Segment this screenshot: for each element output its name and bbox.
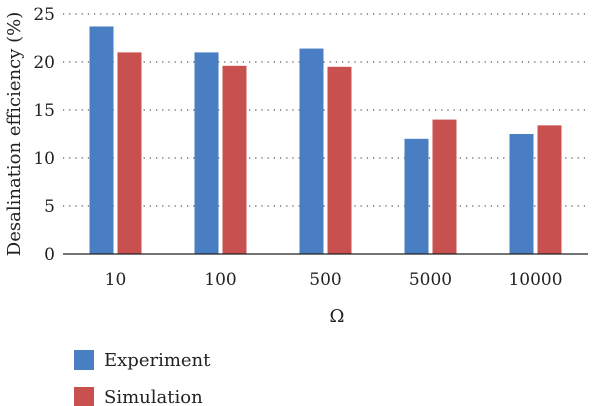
bar-simulation-500 (327, 66, 352, 254)
x-tick-label: 10000 (508, 270, 562, 290)
x-tick-label: 500 (309, 270, 341, 290)
x-tick-label: 10 (105, 270, 127, 290)
bar-simulation-10000 (537, 125, 562, 254)
y-axis-title: Desalination efficiency (%) (4, 12, 25, 256)
bar-simulation-100 (222, 65, 247, 254)
bar-experiment-100 (194, 52, 219, 255)
legend-label-experiment: Experiment (104, 350, 211, 371)
bar-experiment-5000 (404, 138, 429, 254)
x-axis-title: Ω (330, 306, 345, 327)
legend-swatch-simulation (74, 387, 94, 406)
grid-lines (63, 13, 588, 207)
y-tick-labels: 0 5 10 15 20 25 (33, 5, 55, 265)
bar-simulation-5000 (432, 119, 457, 254)
x-tick-label: 100 (204, 270, 236, 290)
bar-experiment-10 (89, 26, 114, 255)
bar-experiment-500 (299, 48, 324, 255)
bar-experiment-10000 (509, 134, 534, 254)
legend: Experiment Simulation (74, 350, 211, 406)
x-tick-label: 5000 (409, 270, 452, 290)
y-tick-label: 20 (33, 53, 55, 73)
legend-label-simulation: Simulation (104, 387, 203, 406)
x-tick-labels: 10 100 500 5000 10000 (105, 270, 563, 290)
bars (89, 26, 562, 255)
y-tick-label: 15 (33, 101, 55, 121)
legend-swatch-experiment (74, 350, 94, 370)
y-tick-label: 25 (33, 5, 55, 25)
y-tick-label: 0 (44, 245, 55, 265)
y-tick-label: 10 (33, 149, 55, 169)
bar-simulation-10 (117, 52, 142, 255)
y-tick-label: 5 (44, 197, 55, 217)
